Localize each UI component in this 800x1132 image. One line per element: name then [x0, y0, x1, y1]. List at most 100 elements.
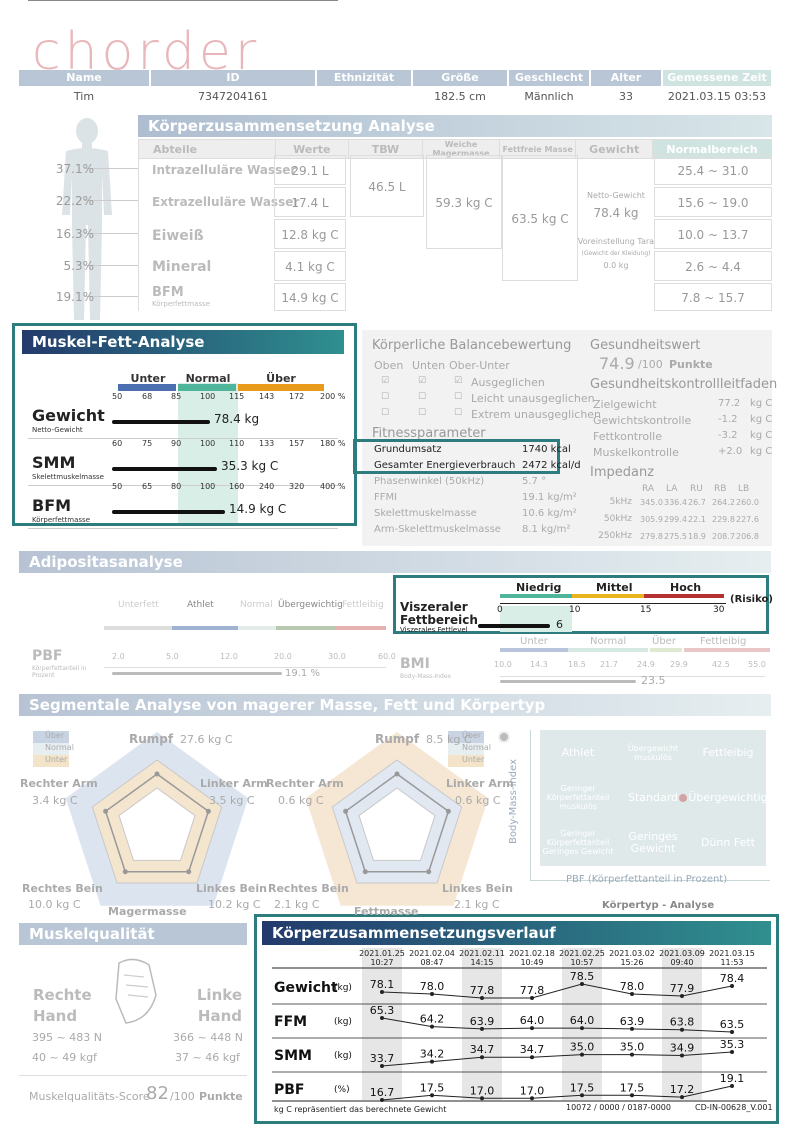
control-unit: kg C — [750, 430, 773, 441]
history-value-label: 35.3 — [720, 1038, 745, 1051]
history-point — [730, 1050, 734, 1054]
history-value-label: 65.3 — [370, 1004, 395, 1017]
mf-row-label: SMM — [32, 453, 76, 472]
history-value-label: 17.5 — [620, 1081, 645, 1094]
pbf-sub: Körperfettanteil in Prozent — [32, 665, 87, 679]
imp-cell: 229.8 — [712, 515, 735, 524]
visc-bar — [478, 624, 550, 628]
pbf-bar — [112, 672, 282, 675]
fitness-value: 5.7 ° — [522, 476, 547, 487]
header-label: Ethnizität — [317, 70, 411, 86]
pbf-tick: 12.0 — [220, 652, 238, 661]
mf-row-label: BFM — [32, 496, 72, 515]
scale-tick: 157 — [289, 439, 305, 448]
pbf-category: Übergewichtig — [278, 600, 343, 610]
imp-col: RB — [714, 484, 727, 494]
seg-trunk-value: 8.5 kg C — [426, 733, 472, 746]
history-series-line — [381, 1017, 733, 1033]
col-abteile: Abteile — [137, 139, 277, 159]
health-score: 74.9 — [599, 354, 635, 373]
bodytype-cell: Dünn Fett — [700, 835, 755, 849]
history-value-label: 35.0 — [570, 1041, 595, 1054]
bmi-tick: 18.5 — [568, 660, 586, 669]
mf-row-sub: Skelettmuskelmasse — [32, 473, 104, 481]
bodytype-cell: Fettleibig — [702, 745, 754, 759]
history-point — [480, 1096, 484, 1101]
scale-tick: 110 — [229, 439, 245, 448]
history-doc-id: CD-IN-00628_V.001 — [695, 1103, 773, 1112]
imp-col: RU — [690, 484, 703, 494]
history-value-label: 34.7 — [520, 1043, 545, 1056]
seg-ra-value: 3.4 kg C — [32, 794, 78, 807]
history-time: 15:26 — [620, 958, 643, 967]
control-value: 77.2 — [718, 398, 741, 409]
scale-tick: 160 — [229, 482, 245, 491]
checkbox-checked-icon: ☑ — [418, 376, 427, 386]
history-series-line — [381, 1085, 733, 1101]
imp-cell: 26.7 — [688, 498, 706, 507]
legend-normal: Normal — [45, 743, 74, 752]
history-value-label: 17.2 — [670, 1083, 695, 1096]
history-value-label: 16.7 — [370, 1086, 395, 1099]
control-value: +2.0 — [718, 446, 743, 457]
pbf-tick: 2.0 — [112, 652, 125, 661]
pbf-tick: 20.0 — [274, 652, 292, 661]
imp-cell: 227.6 — [736, 515, 759, 524]
bmi-tick: 21.7 — [600, 660, 618, 669]
row-value: 17.4 L — [274, 187, 346, 217]
bodytype-grid — [540, 730, 766, 866]
header-label: ID — [151, 70, 315, 86]
fitness-label: Phasenwinkel (50kHz) — [374, 476, 485, 487]
imp-cell: 305.9 — [640, 515, 663, 524]
control-title: Gesundheitskontrollleitfaden — [590, 377, 778, 392]
health-unit: Punkte — [669, 358, 713, 371]
visc-tick: 30 — [713, 605, 725, 615]
imp-cell: 345.0 — [640, 498, 663, 507]
seg-la: Linker Arm — [200, 777, 268, 790]
history-point — [530, 1055, 534, 1060]
control-label: Zielgewicht — [593, 398, 657, 411]
history-point — [530, 1096, 534, 1101]
history-point — [530, 1026, 534, 1031]
toggle-icon — [498, 731, 510, 743]
history-point — [680, 1095, 684, 1100]
seg-la-value: 3.5 kg C — [209, 794, 255, 807]
col-ffm: Fettfreie Masse — [498, 139, 577, 159]
balance-col: Ober-Unter — [449, 359, 510, 372]
time-value: 2021.03.15 03:53 — [667, 90, 767, 103]
visc-value: 6 — [556, 618, 563, 631]
row-name: Extrazelluläre Wasser — [152, 195, 300, 209]
history-column-bg — [462, 948, 502, 1100]
balance-panel — [362, 330, 772, 546]
history-point — [430, 1093, 434, 1098]
pbf-category: Fettleibig — [342, 600, 384, 610]
history-value-label: 35.0 — [620, 1041, 645, 1054]
imp-cell: 22.1 — [688, 515, 706, 524]
control-label: Muskelkontrolle — [593, 446, 679, 459]
scale-tick: 180 % — [320, 439, 346, 448]
history-series-name: PBF — [274, 1082, 305, 1098]
history-series-unit: (kg) — [334, 1017, 352, 1027]
bmi-category: Normal — [590, 636, 627, 647]
row-name: Intrazelluläre Wasser — [152, 163, 297, 177]
seg-rl: Rechtes Bein — [22, 882, 103, 895]
visc-category: Mittel — [596, 581, 633, 594]
checkbox-checked-icon: ☑ — [454, 376, 463, 386]
history-point — [380, 990, 384, 994]
history-value-label: 77.8 — [470, 984, 495, 997]
mq-score: 82 — [146, 1083, 169, 1104]
legend-normal: Normal — [462, 743, 491, 752]
bodytype-caption: Körpertyp - Analyse — [602, 900, 715, 911]
history-time: 08:47 — [420, 958, 443, 967]
legend-unter: Unter — [130, 372, 166, 385]
balance-item: Extrem unausgeglichen — [471, 408, 602, 421]
mq-score-max: /100 — [170, 1090, 195, 1103]
fitness-label: Gesamter Energieverbrauch — [374, 460, 516, 471]
bmi-category: Unter — [520, 636, 548, 647]
seg-ra-value: 0.6 kg C — [278, 794, 324, 807]
bmi-tick: 14.3 — [530, 660, 548, 669]
impedance-title: Impedanz — [590, 465, 655, 480]
row-name: BFM — [152, 285, 184, 300]
history-point — [630, 1052, 634, 1057]
